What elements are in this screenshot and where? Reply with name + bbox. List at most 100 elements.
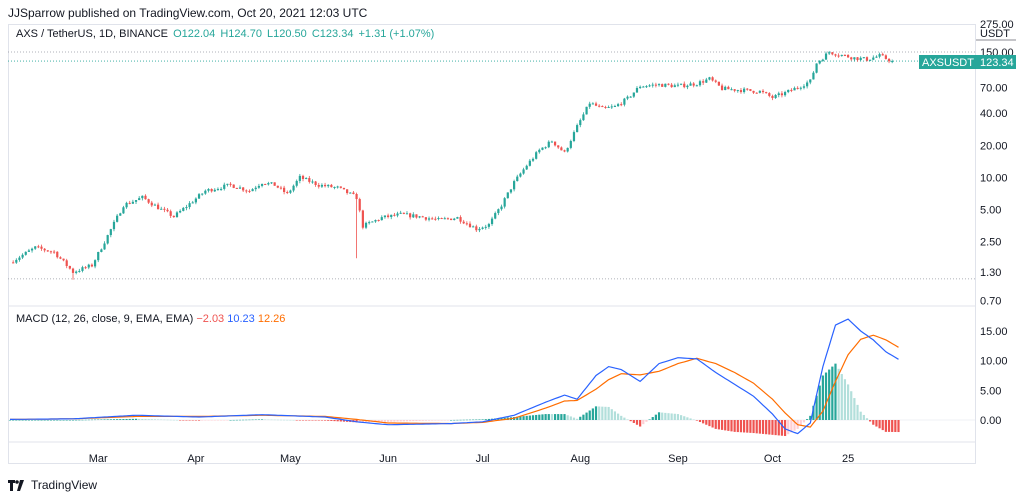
candle-body xyxy=(462,221,465,224)
macd-histogram-bar xyxy=(134,418,138,420)
macd-histogram-bar xyxy=(279,419,283,421)
candle xyxy=(487,222,491,229)
macd-histogram-bar xyxy=(856,404,859,420)
price-tick-label: 40.00 xyxy=(980,108,1008,120)
time-axis[interactable]: Mar Apr May Jun Jul Aug Sep Oct 25 xyxy=(89,453,854,465)
price-axis[interactable]: 275.00150.0070.0040.0020.0010.005.002.50… xyxy=(980,19,1014,308)
candle xyxy=(242,186,245,193)
candle xyxy=(733,89,736,93)
price-pane[interactable] xyxy=(8,50,976,280)
candle xyxy=(301,174,305,182)
candle xyxy=(119,212,122,216)
candle xyxy=(112,219,116,232)
chart-area[interactable] xyxy=(8,24,976,464)
candle xyxy=(383,215,387,219)
candle xyxy=(550,140,554,143)
candle-body xyxy=(891,61,894,63)
macd-histogram-bar xyxy=(519,416,522,420)
candle-body xyxy=(459,217,462,222)
macd-axis[interactable]: 15.00 10.00 5.00 0.00 xyxy=(980,326,1008,427)
candle xyxy=(219,187,223,191)
candle xyxy=(103,241,106,250)
macd-histogram-bar xyxy=(516,416,519,420)
candle-body xyxy=(651,84,654,86)
candle-body xyxy=(368,222,371,224)
candle xyxy=(657,83,661,87)
macd-title[interactable]: MACD (12, 26, close, 9, EMA, EMA) xyxy=(16,313,194,325)
candle xyxy=(59,256,62,260)
candle-body xyxy=(594,103,598,106)
candle xyxy=(393,212,396,217)
symbol-legend[interactable]: AXS / TetherUS, 1D, BINANCE O122.04 H124… xyxy=(16,28,436,40)
macd-histogram-bar xyxy=(314,420,317,421)
candle xyxy=(62,258,65,262)
macd-histogram-bar xyxy=(828,369,831,420)
candle-body xyxy=(585,106,588,115)
macd-histogram-bar xyxy=(459,419,462,421)
macd-histogram-bar xyxy=(311,420,314,421)
candle xyxy=(210,188,213,193)
candle-body xyxy=(787,89,790,93)
candle xyxy=(87,263,90,270)
macd-legend[interactable]: MACD (12, 26, close, 9, EMA, EMA) −2.03 … xyxy=(16,313,285,325)
candle-body xyxy=(686,85,689,88)
candle-body xyxy=(100,249,103,252)
candle xyxy=(730,87,733,91)
macd-histogram-bar xyxy=(21,420,24,421)
candle-body xyxy=(119,213,122,216)
candle xyxy=(569,139,572,150)
candle xyxy=(264,183,267,186)
macd-histogram-bar xyxy=(698,420,702,422)
candle-body xyxy=(298,175,301,181)
macd-histogram-bar xyxy=(150,419,153,420)
candle xyxy=(311,179,314,184)
candle xyxy=(116,213,119,223)
macd-histogram-bar xyxy=(431,420,434,421)
candle xyxy=(100,248,103,253)
candle xyxy=(188,201,191,210)
candle xyxy=(53,249,56,254)
macd-histogram-bar xyxy=(576,418,579,420)
candle xyxy=(607,105,610,109)
candle-body xyxy=(743,88,746,93)
candle xyxy=(475,224,478,233)
candle xyxy=(824,51,828,60)
candle xyxy=(65,258,68,269)
symbol-title[interactable]: AXS / TetherUS, 1D, BINANCE xyxy=(16,28,169,40)
candle-body xyxy=(216,188,220,190)
candle xyxy=(884,54,887,60)
candle xyxy=(591,102,594,105)
macd-histogram-bar xyxy=(642,420,645,425)
macd-histogram-bar xyxy=(598,406,601,420)
axis-currency: USDT xyxy=(980,28,1010,40)
candle-body xyxy=(24,251,27,255)
macd-pane[interactable] xyxy=(8,318,976,437)
candle xyxy=(708,76,711,81)
macd-histogram-bar xyxy=(774,420,777,436)
candle-body xyxy=(872,57,875,60)
candle xyxy=(787,89,790,94)
candle xyxy=(150,200,153,208)
macd-histogram-bar xyxy=(122,419,125,420)
candle-body xyxy=(112,221,116,230)
candle xyxy=(68,265,71,270)
candle-body xyxy=(301,175,305,179)
macd-histogram-bar xyxy=(260,419,264,420)
candle-body xyxy=(242,187,245,191)
candle-body xyxy=(538,149,541,153)
candle xyxy=(705,77,708,84)
macd-histogram-bar xyxy=(875,420,878,427)
macd-histogram-bar xyxy=(809,415,812,420)
macd-histogram-bar xyxy=(81,419,84,421)
candle xyxy=(223,182,226,191)
candle xyxy=(531,157,535,163)
candle xyxy=(390,214,393,220)
candle-body xyxy=(327,184,330,187)
candle xyxy=(260,183,264,188)
macd-histogram-bar xyxy=(859,411,862,420)
macd-histogram-bar xyxy=(213,420,216,421)
legend-change: +1.31 (+1.07%) xyxy=(358,28,435,40)
candle-body xyxy=(513,181,516,190)
candle-body xyxy=(481,227,484,229)
